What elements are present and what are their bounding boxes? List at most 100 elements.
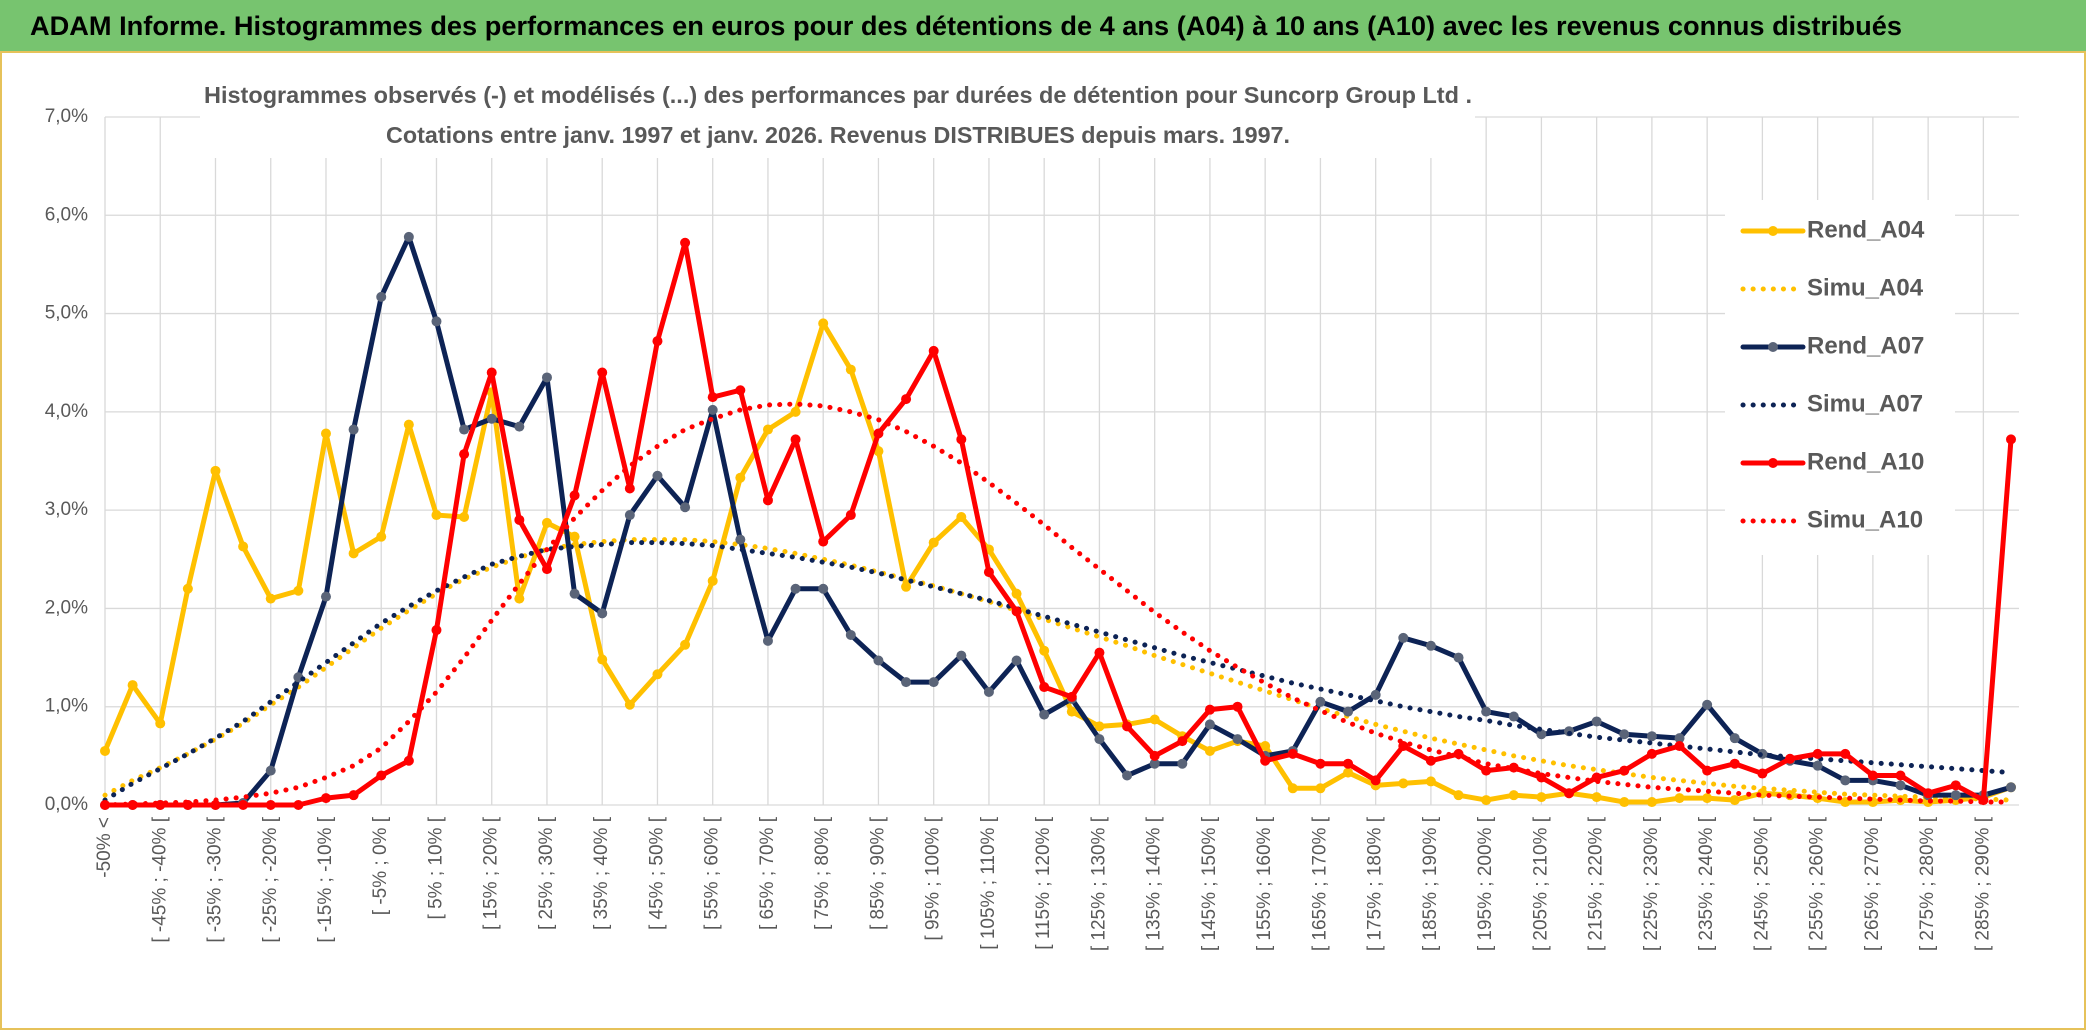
data-point [928, 345, 939, 356]
data-point [1066, 691, 1077, 702]
x-tick-label: [ -15% ; -10% [ [315, 816, 336, 942]
data-point [928, 677, 939, 688]
data-point [155, 718, 166, 729]
y-tick-label: 5,0% [45, 303, 88, 324]
x-tick-label: [ 255% ; 260% [ [1807, 816, 1828, 951]
data-point [1011, 588, 1022, 599]
data-point [100, 745, 110, 756]
data-point [1619, 765, 1630, 776]
x-tick-label: [ 15% ; 20% [ [481, 816, 502, 930]
legend-label: Simu_A07 [1807, 390, 1923, 417]
header-title: ADAM Informe. Histogrammes des performan… [30, 11, 1902, 41]
data-point [762, 635, 773, 646]
data-point [459, 512, 470, 523]
data-point [1812, 760, 1823, 771]
data-point [1812, 748, 1823, 759]
data-point [1840, 775, 1851, 786]
x-tick-label: [ 105% ; 110% [ [978, 816, 999, 949]
data-point [735, 472, 746, 483]
data-point [762, 424, 773, 435]
data-point [1950, 790, 1961, 801]
data-point [1619, 797, 1630, 808]
data-point [1039, 709, 1050, 720]
data-point [735, 534, 746, 545]
legend-marker [1768, 226, 1778, 236]
data-point [652, 336, 663, 347]
data-point [210, 800, 221, 810]
data-point [293, 800, 304, 810]
data-point [1204, 719, 1215, 730]
data-point [1674, 793, 1685, 804]
data-point [1149, 750, 1160, 761]
x-tick-label: [ 55% ; 60% [ [702, 816, 723, 930]
data-point [2006, 782, 2016, 793]
data-point [1343, 706, 1354, 717]
data-point [1425, 640, 1436, 651]
data-point [265, 800, 276, 810]
data-point [845, 510, 856, 521]
x-tick-label: [ 285% ; 290% [ [1972, 816, 1993, 951]
y-tick-label: 7,0% [45, 106, 88, 127]
x-tick-label: [ 185% ; 190% [ [1420, 816, 1441, 951]
data-point [1702, 793, 1713, 804]
data-point [1564, 788, 1575, 799]
data-point [956, 650, 967, 661]
x-tick-label: -50% < [94, 817, 115, 878]
data-point [652, 669, 663, 680]
model-line [102, 537, 2014, 803]
data-point [1481, 706, 1492, 717]
data-point [486, 367, 497, 378]
legend: Rend_A04 Simu_A04 Rend_A07 Simu_A07 Rend_A10… [1725, 200, 1955, 555]
data-point [680, 502, 691, 513]
data-point [1646, 748, 1657, 759]
observed-line [102, 234, 2014, 808]
data-point [182, 583, 193, 594]
legend-marker [1768, 458, 1778, 468]
data-point [1536, 729, 1547, 740]
data-point [1232, 734, 1243, 745]
data-point [1287, 748, 1298, 759]
x-tick-label: [ 175% ; 180% [ [1365, 816, 1386, 951]
data-point [1508, 711, 1519, 722]
data-point [1453, 652, 1464, 663]
data-point [1481, 765, 1492, 776]
x-tick-label: [ 95% ; 100% [ [923, 816, 944, 940]
x-tick-label: [ 155% ; 160% [ [1254, 816, 1275, 951]
legend-label: Rend_A10 [1807, 448, 1924, 475]
data-point [1094, 721, 1105, 732]
x-tick-label: [ -25% ; -20% [ [260, 816, 281, 942]
data-point [541, 517, 552, 528]
data-point [762, 495, 773, 506]
data-point [1122, 770, 1133, 781]
data-point [459, 449, 470, 460]
data-point [1481, 795, 1492, 806]
x-tick-label: [ 215% ; 220% [ [1586, 816, 1607, 951]
observed-line [102, 240, 2014, 808]
legend-label: Simu_A10 [1807, 506, 1923, 533]
data-point [320, 793, 331, 804]
data-point [790, 406, 801, 417]
data-point [1232, 701, 1243, 712]
data-point [1315, 758, 1326, 769]
data-point [928, 537, 939, 548]
data-point [265, 593, 276, 604]
data-point [707, 404, 718, 415]
legend-background [1725, 200, 1955, 555]
x-tick-label: [ 75% ; 80% [ [812, 816, 833, 930]
data-point [1867, 770, 1878, 781]
data-point [459, 424, 470, 435]
data-point [873, 446, 884, 457]
data-point [1177, 736, 1188, 747]
data-point [1149, 758, 1160, 769]
data-point [1591, 792, 1602, 803]
y-tick-label: 4,0% [45, 401, 88, 422]
data-point [1674, 733, 1685, 744]
y-tick-label: 1,0% [45, 696, 88, 717]
data-point [1094, 647, 1105, 658]
x-tick-label: [ 225% ; 230% [ [1641, 816, 1662, 951]
legend-label: Rend_A07 [1807, 332, 1924, 359]
data-point [541, 372, 552, 383]
data-point [624, 483, 635, 494]
x-tick-label: [ 145% ; 150% [ [1199, 816, 1220, 951]
data-point [403, 231, 414, 242]
